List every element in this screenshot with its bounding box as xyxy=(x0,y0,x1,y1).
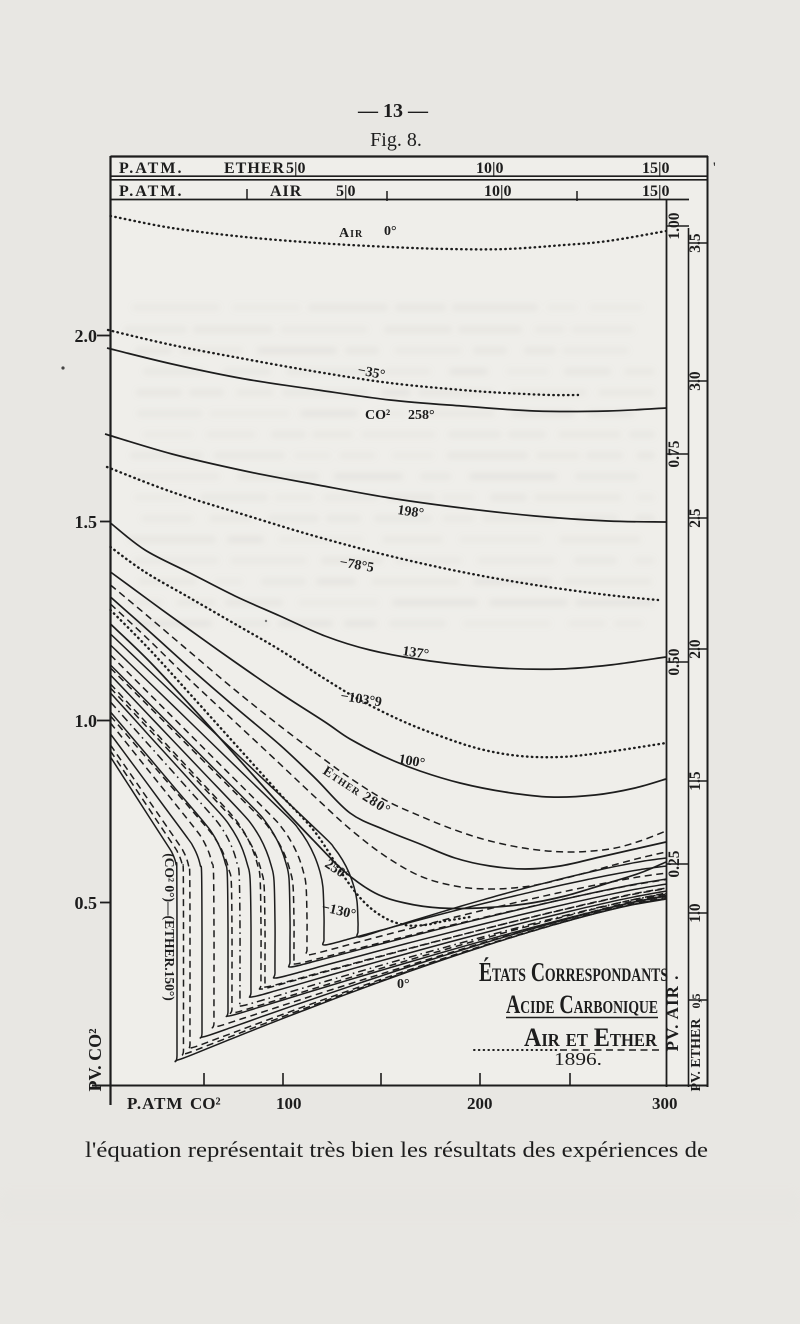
svg-text:0.75: 0.75 xyxy=(666,440,683,467)
svg-text:137°: 137° xyxy=(401,644,429,663)
svg-text:3.0: 3.0 xyxy=(687,371,704,391)
svg-text:Air et Ether: Air et Ether xyxy=(524,1023,658,1052)
svg-text:1896.: 1896. xyxy=(554,1049,602,1069)
svg-text:PV. ETHER: PV. ETHER xyxy=(689,1018,704,1092)
svg-text:258°: 258° xyxy=(408,408,435,423)
svg-text:P.ATM.: P.ATM. xyxy=(119,183,183,200)
svg-text:P.ATM.: P.ATM. xyxy=(119,160,183,177)
svg-text:— 13 —: — 13 — xyxy=(357,100,429,122)
svg-text:0.5: 0.5 xyxy=(75,893,98,913)
svg-text:P.ATM: P.ATM xyxy=(127,1094,183,1113)
svg-text:Air: Air xyxy=(339,226,363,241)
svg-text:15|0: 15|0 xyxy=(642,160,670,177)
svg-text:10|0: 10|0 xyxy=(484,183,512,200)
svg-text:5|0: 5|0 xyxy=(336,183,356,200)
svg-text:CO²: CO² xyxy=(365,408,390,423)
svg-text:15|0: 15|0 xyxy=(642,183,670,200)
svg-text:−103°9: −103°9 xyxy=(339,689,382,710)
svg-text:200: 200 xyxy=(467,1094,493,1113)
svg-text:100°: 100° xyxy=(397,752,426,771)
svg-text:1.5: 1.5 xyxy=(75,512,98,532)
svg-text:l'équation représentait très b: l'équation représentait très bien les ré… xyxy=(85,1137,708,1162)
svg-text:−35°: −35° xyxy=(356,363,386,383)
svg-text:0,5: 0,5 xyxy=(689,994,703,1009)
svg-text:1.0: 1.0 xyxy=(687,903,704,923)
svg-text:1.00: 1.00 xyxy=(666,212,683,239)
svg-text:100: 100 xyxy=(276,1094,302,1113)
svg-text:1.0: 1.0 xyxy=(75,711,98,731)
svg-text:0.25: 0.25 xyxy=(666,850,683,877)
svg-text:10|0: 10|0 xyxy=(476,160,504,177)
svg-text:0°: 0° xyxy=(397,977,410,992)
svg-text:198°: 198° xyxy=(396,503,424,522)
svg-text:': ' xyxy=(713,160,716,176)
svg-text:Acide Carbonique: Acide Carbonique xyxy=(506,990,658,1019)
svg-text:2.0: 2.0 xyxy=(75,326,98,346)
svg-text:ETHER: ETHER xyxy=(224,160,285,177)
svg-text:300: 300 xyxy=(652,1094,678,1113)
svg-text:Fig. 8.: Fig. 8. xyxy=(370,129,422,151)
svg-text:(CO² 0°)—(ETHER.150°): (CO² 0°)—(ETHER.150°) xyxy=(162,853,177,1001)
svg-text:0.50: 0.50 xyxy=(666,648,683,675)
svg-text:AIR: AIR xyxy=(270,183,302,200)
svg-text:5|0: 5|0 xyxy=(286,160,306,177)
svg-text:CO²: CO² xyxy=(190,1094,221,1113)
svg-text:−78°5: −78°5 xyxy=(338,555,375,576)
svg-text:1.5: 1.5 xyxy=(687,771,704,791)
svg-text:PV. AIR .: PV. AIR . xyxy=(663,975,682,1052)
svg-text:PV. CO²: PV. CO² xyxy=(85,1028,105,1091)
svg-text:3.5: 3.5 xyxy=(687,233,704,253)
svg-text:2.5: 2.5 xyxy=(687,508,704,528)
svg-text:0°: 0° xyxy=(384,224,397,239)
svg-text:2.0: 2.0 xyxy=(687,639,704,659)
svg-text:États Correspondants: États Correspondants xyxy=(479,957,668,987)
